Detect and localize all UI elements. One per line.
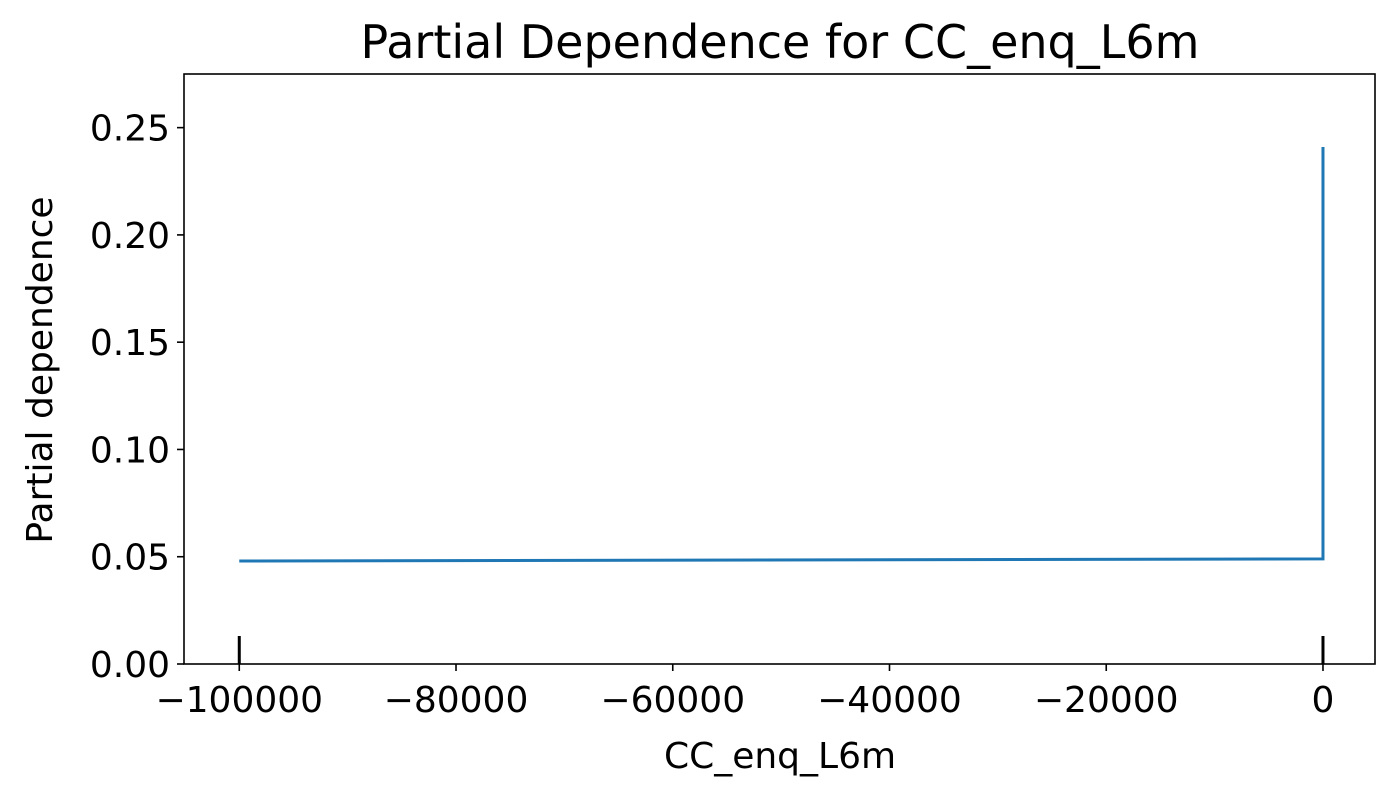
axes-frame: [183, 73, 1376, 665]
x-tick-label: −100000: [155, 680, 323, 721]
chart-title: Partial Dependence for CC_enq_L6m: [361, 15, 1200, 69]
plot-area: −100000 −80000 −60000 −40000 −20000 0 0.00 0.05…: [90, 109, 1335, 721]
x-axis-label: CC_enq_L6m: [664, 736, 896, 777]
x-tick-label: −80000: [384, 680, 529, 721]
x-tick-label: −20000: [1034, 680, 1179, 721]
x-tick-label: −40000: [817, 680, 962, 721]
x-tick-label: 0: [1312, 680, 1335, 721]
y-tick-label: 0.10: [90, 430, 170, 471]
series-line: [239, 146, 1325, 563]
y-axis-label: Partial dependence: [20, 196, 61, 543]
y-tick-label: 0.05: [90, 538, 170, 579]
y-tick-label: 0.20: [90, 216, 170, 257]
y-tick-label: 0.25: [90, 109, 170, 150]
x-tick-label: −60000: [600, 680, 745, 721]
y-tick-label: 0.15: [90, 323, 170, 364]
y-tick-label: 0.00: [90, 645, 170, 686]
